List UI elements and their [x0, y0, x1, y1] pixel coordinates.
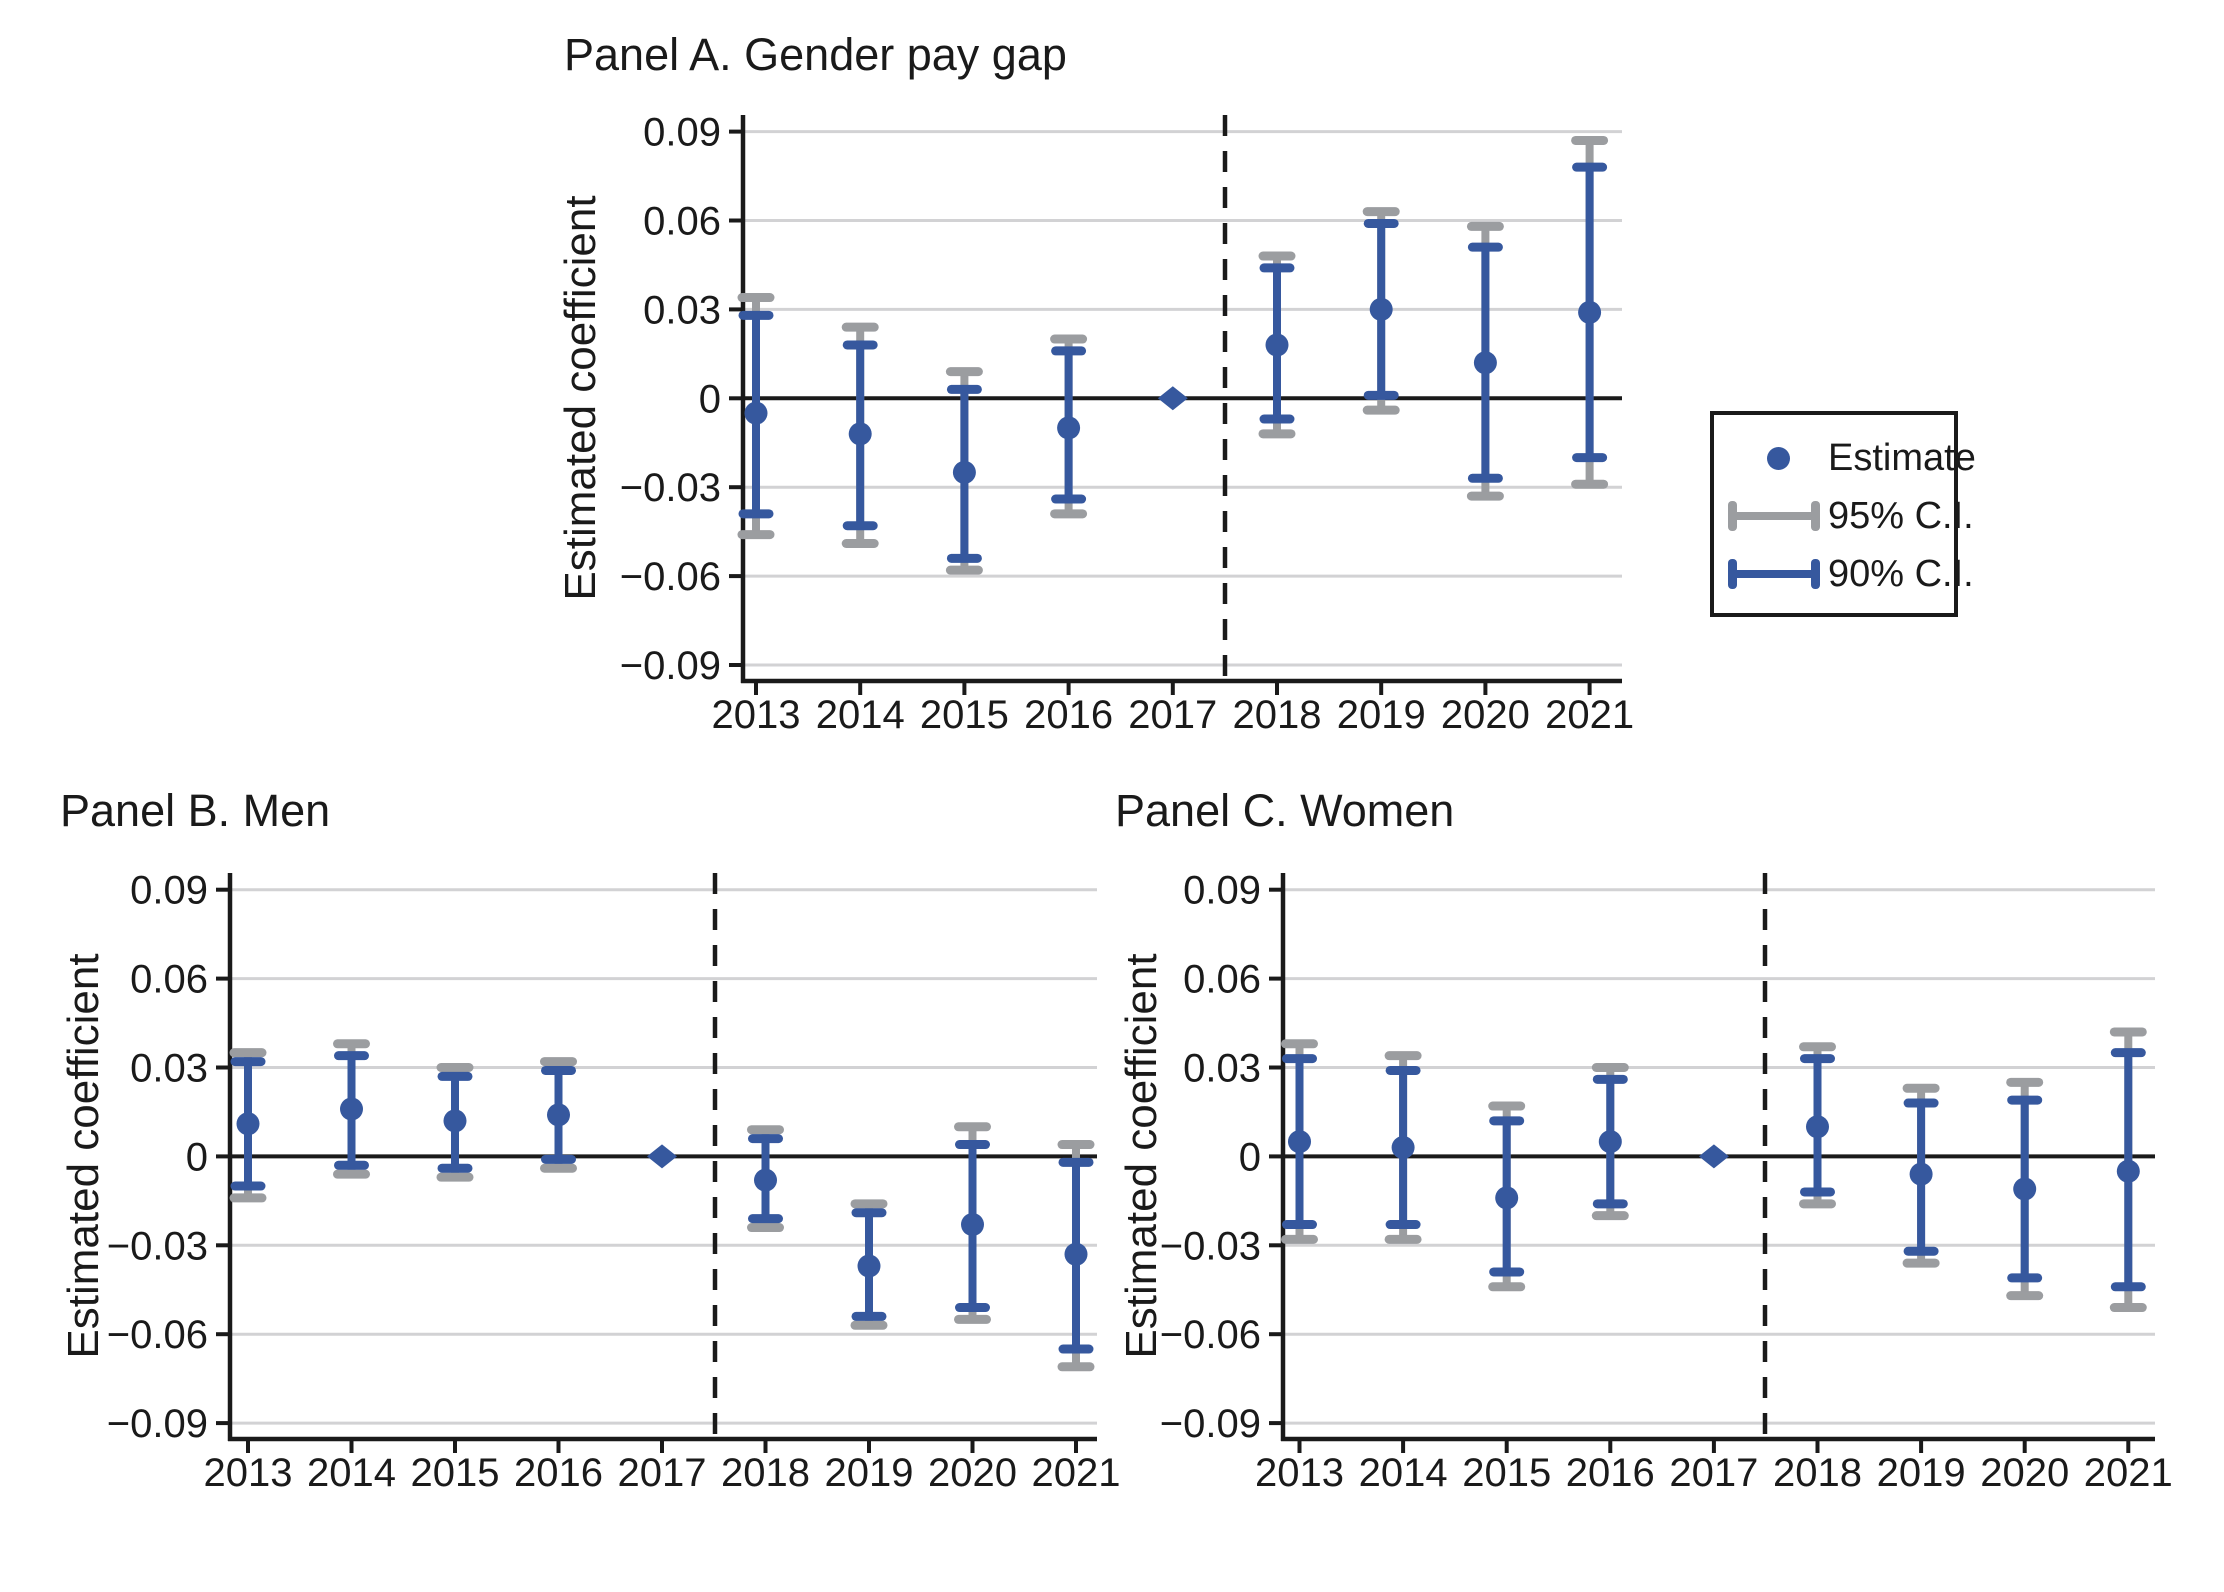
year-label: 2017: [618, 1451, 707, 1495]
panel-c-y-axis-label: Estimated coefficient: [1117, 953, 1166, 1359]
year-label: 2017: [1669, 1451, 1758, 1495]
panel-a-y-axis-label: Estimated coefficient: [556, 195, 605, 601]
estimate-point: [1495, 1186, 1519, 1210]
estimate-point: [1288, 1130, 1311, 1154]
year-label: 2015: [411, 1451, 500, 1495]
estimate-point: [340, 1097, 363, 1121]
year-label: 2018: [721, 1451, 810, 1495]
y-tick-label: −0.03: [1160, 1224, 1261, 1268]
legend-label-ci90: 90% C.I.: [1828, 552, 1974, 595]
panel-c: 0.09 0.06 0.03 0 −0.03 −0.06 −0.09 2013 2014 2015…: [1160, 869, 2173, 1495]
estimate-point: [961, 1213, 984, 1237]
year-label: 2019: [825, 1451, 914, 1495]
estimate-point: [744, 401, 768, 425]
y-tick-label: 0.09: [1183, 869, 1261, 913]
year-label: 2016: [514, 1451, 603, 1495]
ci95-errorbar-icon: [1728, 499, 1828, 533]
y-tick-label: 0.09: [643, 111, 721, 155]
estimate-point: [1806, 1115, 1829, 1139]
estimate-point: [1265, 333, 1289, 357]
y-tick-label: 0.06: [1183, 958, 1261, 1002]
year-label: 2020: [1980, 1451, 2069, 1495]
y-tick-label: 0: [186, 1135, 208, 1179]
year-label: 2017: [1128, 693, 1217, 737]
y-tick-label: 0.03: [643, 288, 721, 332]
y-tick-label: 0.03: [130, 1047, 208, 1091]
estimate-point: [1473, 351, 1497, 375]
estimate-point: [443, 1109, 467, 1133]
year-label: 2015: [1462, 1451, 1551, 1495]
year-label: 2014: [307, 1451, 396, 1495]
year-label: 2015: [920, 693, 1009, 737]
estimate-point: [2013, 1177, 2037, 1201]
y-tick-label: 0: [1239, 1135, 1261, 1179]
estimate-point: [1578, 300, 1602, 324]
y-tick-label: −0.03: [107, 1224, 208, 1268]
estimate-point: [1369, 297, 1393, 321]
estimate-point: [1064, 1242, 1088, 1266]
y-tick-label: 0.06: [643, 200, 721, 244]
y-tick-label: −0.06: [620, 555, 721, 599]
legend-item-estimate: Estimate: [1728, 429, 1976, 487]
ci90-errorbar-icon: [1728, 557, 1828, 591]
year-label: 2016: [1024, 693, 1113, 737]
year-label: 2019: [1337, 693, 1426, 737]
year-label: 2013: [1255, 1451, 1344, 1495]
year-label: 2013: [712, 693, 801, 737]
legend-item-ci95: 95% C.I.: [1728, 487, 1974, 545]
panel-b-title: Panel B. Men: [60, 785, 331, 836]
panel-a: 0.09 0.06 0.03 0 −0.03 −0.06 −0.09 2013 2014 2015…: [620, 111, 1634, 737]
y-tick-label: −0.09: [107, 1402, 208, 1446]
estimate-point: [754, 1168, 777, 1192]
estimate-point: [236, 1112, 260, 1136]
year-label: 2021: [2084, 1451, 2173, 1495]
year-label: 2013: [204, 1451, 293, 1495]
year-label: 2018: [1773, 1451, 1862, 1495]
year-label: 2020: [1441, 693, 1530, 737]
legend: Estimate 95% C.I. 90% C.I.: [1710, 411, 1976, 617]
estimate-point: [857, 1254, 881, 1278]
estimate-point: [1057, 416, 1081, 440]
estimate-point: [952, 460, 976, 484]
estimate-dot-icon: [1728, 446, 1828, 470]
y-tick-label: −0.06: [107, 1313, 208, 1357]
estimate-point: [2116, 1159, 2140, 1183]
estimate-point: [1909, 1162, 1933, 1186]
y-tick-label: 0.03: [1183, 1047, 1261, 1091]
legend-label-estimate: Estimate: [1828, 436, 1976, 479]
year-label: 2021: [1545, 693, 1634, 737]
reference-point: [647, 1144, 677, 1169]
y-tick-label: −0.03: [620, 466, 721, 510]
year-label: 2020: [928, 1451, 1017, 1495]
reference-point: [1157, 386, 1188, 411]
y-tick-label: −0.06: [1160, 1313, 1261, 1357]
year-label: 2016: [1566, 1451, 1655, 1495]
year-label: 2014: [816, 693, 905, 737]
year-label: 2018: [1233, 693, 1322, 737]
y-tick-label: 0: [699, 377, 721, 421]
y-tick-label: 0.09: [130, 869, 208, 913]
y-tick-label: −0.09: [620, 644, 721, 688]
estimate-point: [1391, 1136, 1415, 1160]
estimate-point: [547, 1103, 570, 1127]
y-tick-label: 0.06: [130, 958, 208, 1002]
year-label: 2021: [1032, 1451, 1121, 1495]
legend-item-ci90: 90% C.I.: [1728, 545, 1974, 603]
reference-point: [1698, 1144, 1729, 1169]
year-label: 2014: [1359, 1451, 1448, 1495]
panel-a-title: Panel A. Gender pay gap: [564, 29, 1067, 80]
estimate-point: [848, 422, 872, 446]
legend-label-ci95: 95% C.I.: [1828, 494, 1974, 537]
year-label: 2019: [1877, 1451, 1966, 1495]
y-tick-label: −0.09: [1160, 1402, 1261, 1446]
panel-c-title: Panel C. Women: [1115, 785, 1455, 836]
panel-b-y-axis-label: Estimated coefficient: [59, 953, 108, 1359]
panel-b: 0.09 0.06 0.03 0 −0.03 −0.06 −0.09 2013 2014 2015…: [107, 869, 1121, 1495]
estimate-point: [1598, 1130, 1622, 1154]
